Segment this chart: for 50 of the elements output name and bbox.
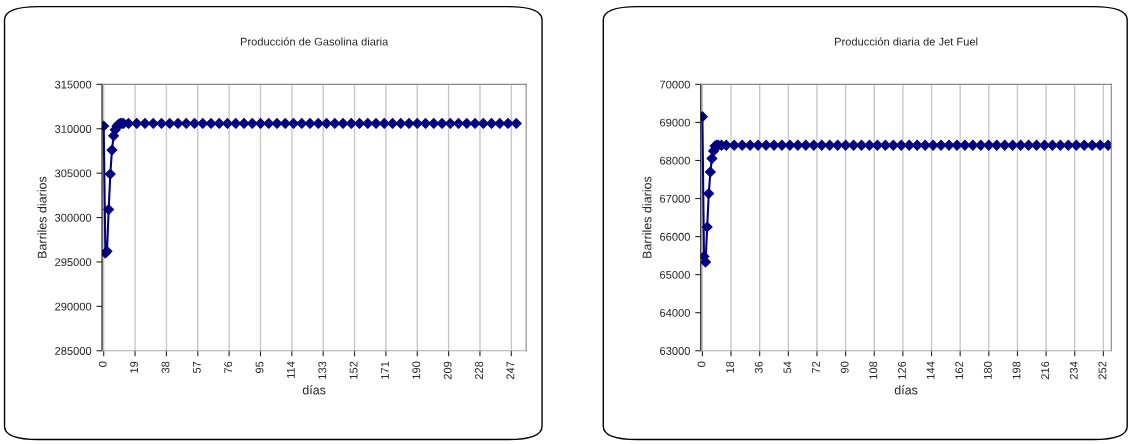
- y-tick-label: 70000: [660, 80, 690, 89]
- x-tick-label: 228: [475, 361, 483, 380]
- x-tick-label: 198: [1012, 361, 1021, 379]
- x-tick-label: 38: [161, 361, 170, 374]
- x-tick-label: 216: [1041, 361, 1050, 380]
- x-tick-label: 180: [983, 361, 992, 379]
- x-tick-label: 54: [783, 361, 792, 374]
- x-tick-label: 234: [1069, 361, 1078, 380]
- y-tick-label: 290000: [55, 302, 92, 311]
- x-tick-label: 171: [381, 361, 389, 379]
- x-tick-label: 114: [287, 361, 295, 379]
- y-axis-title: Barriles diarios: [642, 176, 652, 258]
- y-tick-label: 300000: [54, 213, 92, 222]
- x-tick-label: 0: [697, 361, 706, 367]
- x-tick-label: 209: [443, 361, 452, 380]
- x-tick-label: 18: [726, 361, 735, 373]
- x-tick-label: 108: [869, 361, 878, 379]
- x-tick-label: 90: [840, 361, 849, 374]
- y-axis-title: Barriles diarios: [37, 176, 47, 258]
- x-tick-label: 72: [812, 361, 820, 373]
- x-tick-label: 252: [1098, 361, 1107, 380]
- x-tick-label: 0: [98, 361, 107, 367]
- y-tick-label: 63000: [660, 347, 690, 355]
- x-axis-title: días: [302, 385, 326, 395]
- y-tick-label: 305000: [54, 169, 92, 178]
- y-tick-label: 315000: [54, 80, 92, 89]
- x-tick-label: 162: [955, 361, 964, 379]
- chart-title: Producción de Gasolina diaria: [240, 37, 389, 46]
- x-tick-label: 247: [506, 361, 515, 380]
- x-tick-label: 126: [898, 361, 906, 379]
- y-tick-label: 310000: [54, 125, 92, 133]
- y-tick-label: 69000: [660, 118, 690, 127]
- x-axis-title: días: [894, 385, 918, 395]
- y-tick-label: 66000: [660, 232, 690, 241]
- y-tick-label: 285000: [55, 347, 92, 355]
- x-tick-label: 152: [349, 361, 358, 379]
- y-tick-label: 64000: [660, 308, 690, 317]
- x-tick-label: 95: [255, 361, 264, 374]
- y-tick-label: 65000: [660, 270, 690, 279]
- x-tick-label: 133: [318, 361, 327, 379]
- chart-title: Producción diaria de Jet Fuel: [835, 37, 978, 46]
- x-tick-label: 19: [130, 361, 139, 373]
- x-tick-label: 36: [754, 361, 763, 374]
- y-tick-label: 67000: [660, 194, 690, 203]
- x-tick-label: 57: [193, 361, 201, 374]
- x-tick-label: 76: [224, 361, 233, 373]
- y-tick-label: 295000: [55, 258, 92, 267]
- x-tick-label: 190: [412, 361, 421, 379]
- x-tick-label: 144: [926, 361, 935, 379]
- y-tick-label: 68000: [660, 156, 690, 165]
